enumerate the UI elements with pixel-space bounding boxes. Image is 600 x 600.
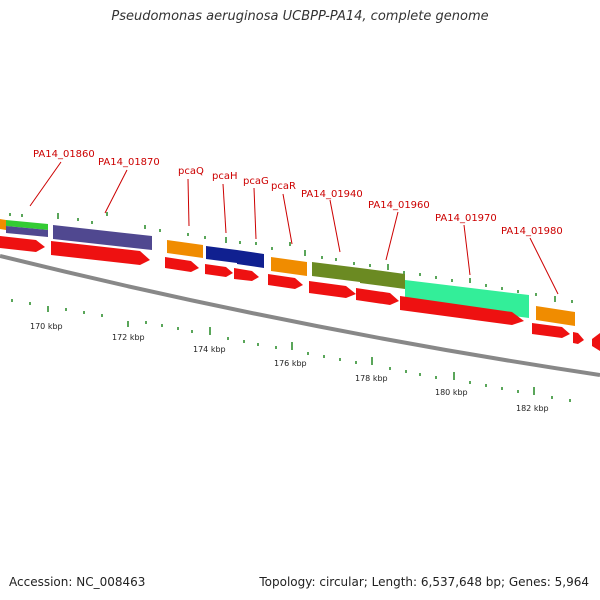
gene-label-pcah: pcaH <box>212 171 238 182</box>
gene-arrow <box>532 323 570 338</box>
gene-arrow <box>356 288 399 305</box>
gene-label-pcag: pcaG <box>243 176 269 187</box>
gene-arrow <box>0 236 45 252</box>
genome-summary-text: Topology: circular; Length: 6,537,648 bp… <box>259 575 589 589</box>
cog-bar <box>0 219 6 230</box>
gene-arrow <box>205 264 233 277</box>
kbp-label: 180 kbp <box>435 388 468 397</box>
cog-bar <box>6 220 48 230</box>
genome-backbone <box>0 254 600 377</box>
cog-bar <box>312 262 360 282</box>
cog-bar <box>536 306 575 326</box>
gene-label-pa14-01980: PA14_01980 <box>501 226 563 237</box>
tick-row-top <box>9 212 573 303</box>
gene-arrow <box>234 268 259 281</box>
cog-bar <box>237 250 264 268</box>
gene-arrow <box>165 257 199 272</box>
kbp-label: 174 kbp <box>193 345 226 354</box>
gene-label-pa14-01940: PA14_01940 <box>301 189 363 200</box>
label-leaders <box>29 161 559 295</box>
cog-bar <box>271 257 307 276</box>
gene-arrow <box>268 274 303 289</box>
gene-arrow <box>592 333 600 351</box>
gene-arrow <box>51 241 150 265</box>
gene-arrow-track <box>0 236 600 351</box>
gene-label-pa14-01860: PA14_01860 <box>33 149 95 160</box>
kbp-label: 176 kbp <box>274 359 307 368</box>
gene-arrow <box>573 332 584 344</box>
kbp-label: 170 kbp <box>30 322 63 331</box>
kbp-label: 182 kbp <box>516 404 549 413</box>
gene-label-pcar: pcaR <box>271 181 296 192</box>
cog-bar <box>6 226 48 237</box>
gene-label-pa14-01970: PA14_01970 <box>435 213 497 224</box>
cog-bar <box>405 280 529 318</box>
cog-bar <box>206 246 237 263</box>
cog-bar <box>360 268 405 289</box>
cog-bar <box>53 225 152 250</box>
tick-row-bottom <box>11 299 571 402</box>
gene-label-pa14-01870: PA14_01870 <box>98 157 160 168</box>
cog-track <box>0 219 575 326</box>
gene-arrow <box>309 281 356 298</box>
cog-bar <box>167 240 203 258</box>
kbp-label: 178 kbp <box>355 374 388 383</box>
kbp-label: 172 kbp <box>112 333 145 342</box>
gene-label-pcaq: pcaQ <box>178 166 204 177</box>
accession-text: Accession: NC_008463 <box>9 575 146 589</box>
gene-arrow <box>400 296 524 325</box>
map-title: Pseudomonas aeruginosa UCBPP-PA14, compl… <box>111 9 489 24</box>
gene-label-pa14-01960: PA14_01960 <box>368 200 430 211</box>
